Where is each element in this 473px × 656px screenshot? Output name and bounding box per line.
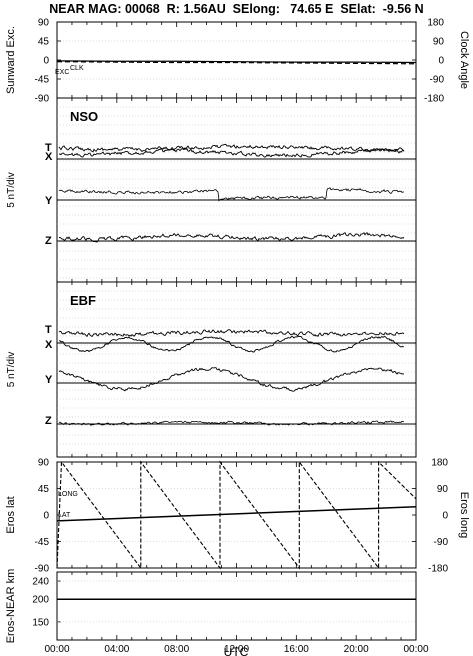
- trace-ebf-x: [58, 335, 405, 353]
- chart-title: NEAR MAG: 00068 R: 1.56AU SElong: 74.65 …: [49, 2, 424, 16]
- y-axis-label-right: Clock Angle: [458, 31, 470, 89]
- component-label-x: X: [45, 151, 53, 163]
- series-line-long: [56, 460, 417, 570]
- y-tick-label: -90: [430, 75, 445, 86]
- y-tick-label: 150: [32, 617, 49, 628]
- panel-range-frame: [56, 571, 417, 641]
- series-line-lat: [56, 506, 417, 522]
- y-tick-label: 90: [38, 18, 50, 29]
- annotation-lat: LAT: [58, 512, 71, 519]
- x-tick-label: 16:00: [284, 644, 309, 655]
- y-tick-label: -180: [424, 94, 444, 105]
- y-tick-label: -180: [428, 564, 448, 575]
- series-line-exc: [56, 60, 417, 64]
- trace-nso-y: [58, 187, 404, 202]
- component-label-z: Z: [45, 235, 52, 247]
- trace-nso-t: [58, 143, 405, 153]
- y-tick-label: 0: [442, 511, 448, 522]
- y-axis-label-right: Eros long: [458, 492, 470, 538]
- annotation-clk: CLK: [70, 65, 84, 72]
- component-label-z: Z: [45, 415, 52, 427]
- y-tick-label: -90: [35, 94, 50, 105]
- x-tick-label: 04:00: [104, 644, 129, 655]
- component-label-t: T: [45, 142, 52, 154]
- y-axis-label-left: Eros lat: [5, 496, 17, 533]
- y-tick-label: 90: [437, 484, 449, 495]
- component-label-t: T: [45, 324, 52, 336]
- trace-nso-z: [59, 231, 405, 243]
- component-label-y: Y: [45, 374, 53, 386]
- x-tick-label: 00:00: [403, 644, 428, 655]
- y-axis-label: 5 nT/div: [6, 352, 17, 388]
- x-tick-label: 20:00: [344, 644, 369, 655]
- y-tick-label: 0: [43, 511, 49, 522]
- y-tick-label: 180: [427, 18, 444, 29]
- y-axis-label: Eros-NEAR km: [5, 569, 17, 644]
- y-tick-label: 180: [431, 458, 448, 469]
- y-tick-label: 90: [433, 37, 445, 48]
- component-label-x: X: [45, 339, 53, 351]
- x-tick-label: 12:00: [224, 644, 249, 655]
- y-tick-label: -45: [35, 75, 50, 86]
- panel-eros-frame: [56, 461, 417, 569]
- y-tick-label: -90: [434, 537, 449, 548]
- annotation-exc: EXC: [55, 69, 69, 76]
- trace-ebf-t: [58, 329, 405, 338]
- x-tick-label: 00:00: [44, 644, 69, 655]
- y-tick-label: 0: [43, 56, 49, 67]
- x-tick-label: 08:00: [164, 644, 189, 655]
- y-tick-label: 240: [32, 577, 49, 588]
- y-tick-label: -45: [35, 537, 50, 548]
- annotation-long: LONG: [58, 491, 78, 498]
- trace-nso-x: [58, 148, 405, 158]
- panel-label-ebf: EBF: [70, 293, 96, 308]
- y-tick-label: -90: [35, 564, 50, 575]
- series-line-clk: [56, 61, 417, 65]
- y-axis-label: 5 nT/div: [6, 172, 17, 208]
- y-tick-label: 45: [38, 484, 50, 495]
- x-axis-label: UTC: [224, 645, 249, 656]
- y-tick-label: 0: [438, 56, 444, 67]
- y-tick-label: 200: [32, 595, 49, 606]
- panel-sunward-frame: [56, 21, 417, 99]
- panel-label-nso: NSO: [70, 109, 98, 124]
- trace-ebf-z: [58, 420, 405, 426]
- trace-ebf-y: [58, 367, 405, 392]
- y-tick-label: 45: [38, 37, 50, 48]
- component-label-y: Y: [45, 195, 53, 207]
- y-axis-label-left: Sunward Exc.: [5, 26, 17, 94]
- y-tick-label: 90: [38, 458, 50, 469]
